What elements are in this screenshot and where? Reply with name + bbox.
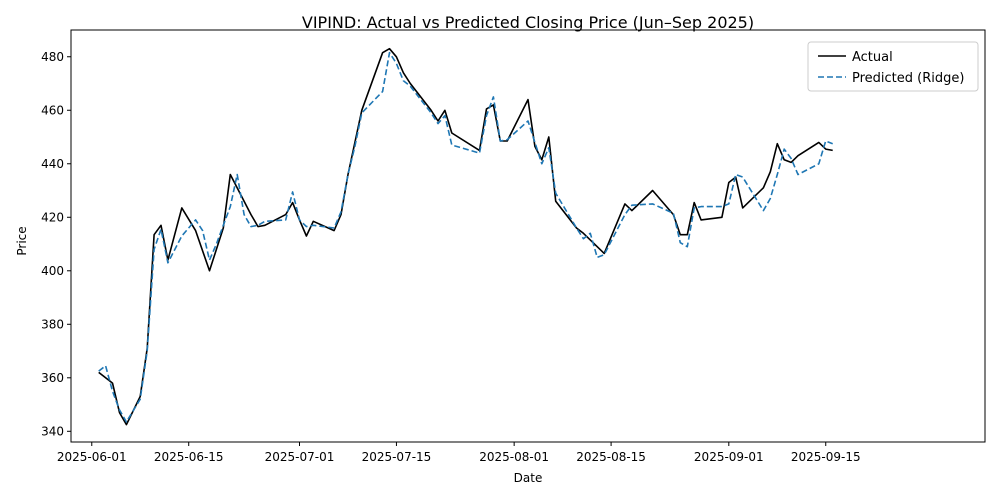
legend-actual-label: Actual xyxy=(852,50,893,65)
x-axis-title: Date xyxy=(514,471,543,485)
series-layer xyxy=(98,47,833,426)
y-axis-title: Price xyxy=(15,226,29,255)
y-axis: 340 360 380 400 420 440 460 480 xyxy=(41,50,71,438)
y-tick-label: 420 xyxy=(41,210,64,224)
y-tick-label: 480 xyxy=(41,50,64,64)
plot-area xyxy=(71,30,985,442)
chart-title: VIPIND: Actual vs Predicted Closing Pric… xyxy=(302,13,754,32)
y-tick-label: 340 xyxy=(41,424,64,438)
actual-series-line xyxy=(98,47,833,426)
y-tick-label: 380 xyxy=(41,317,64,331)
y-tick-label: 460 xyxy=(41,103,64,117)
x-tick-label: 2025-06-01 xyxy=(57,450,127,464)
x-tick-label: 2025-09-01 xyxy=(694,450,764,464)
x-tick-label: 2025-08-15 xyxy=(576,450,646,464)
legend-predicted-label: Predicted (Ridge) xyxy=(852,71,964,86)
x-tick-label: 2025-06-15 xyxy=(154,450,224,464)
plot-frame xyxy=(70,29,986,443)
y-tick-label: 440 xyxy=(41,157,64,171)
x-tick-label: 2025-09-15 xyxy=(791,450,861,464)
predicted-series-line xyxy=(98,51,833,423)
x-tick-label: 2025-07-01 xyxy=(265,450,335,464)
x-tick-label: 2025-07-15 xyxy=(362,450,432,464)
x-tick-label: 2025-08-01 xyxy=(479,450,549,464)
legend-box xyxy=(807,41,979,92)
y-tick-label: 400 xyxy=(41,264,64,278)
legend: Actual Predicted (Ridge) xyxy=(807,41,979,92)
y-tick-label: 360 xyxy=(41,371,64,385)
x-axis: 2025-06-01 2025-06-15 2025-07-01 2025-07-15… xyxy=(57,442,861,464)
